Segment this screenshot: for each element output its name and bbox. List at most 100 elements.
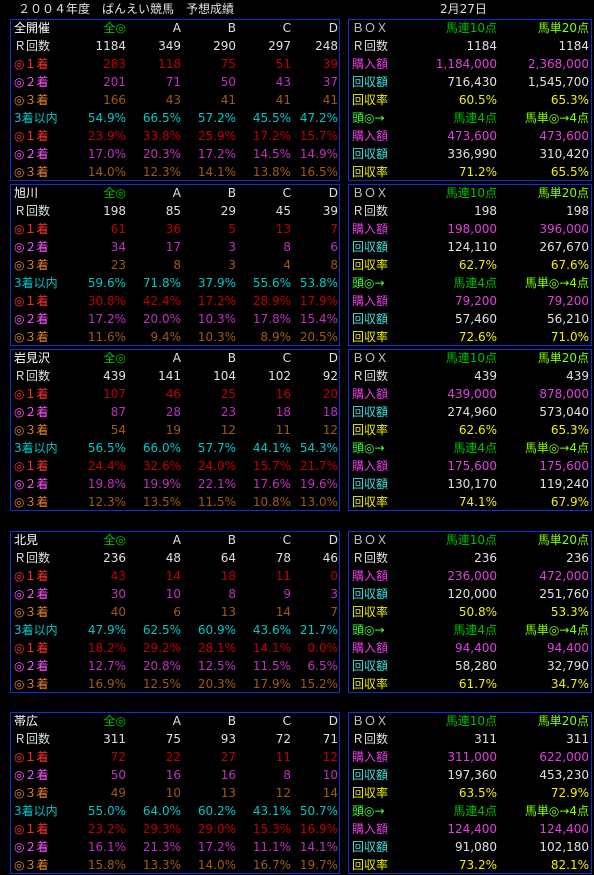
- cell: 7: [330, 605, 338, 619]
- table-row: ◎２着 87 28 23 18 18: [11, 403, 339, 421]
- table-row: 回収率 74.1% 67.9%: [349, 493, 591, 511]
- cell: 72: [110, 750, 126, 764]
- cell: 馬連10点: [445, 351, 497, 365]
- row-label: ＢＯＸ: [352, 186, 389, 200]
- cell: A: [172, 186, 181, 200]
- row-label: 回収率: [352, 677, 389, 691]
- cell: D: [328, 186, 338, 200]
- cell: 622,000: [539, 750, 589, 764]
- cell: 311: [474, 732, 497, 746]
- cell: 全◎: [103, 714, 126, 728]
- cell: 30.8%: [87, 294, 126, 308]
- table-row: ◎２着 12.7% 20.8% 12.5% 11.5% 6.5%: [11, 657, 339, 675]
- cell: 472,000: [539, 569, 589, 583]
- row-label: ◎２着: [14, 240, 49, 254]
- row-label: Ｒ回数: [352, 732, 389, 746]
- cell: 8: [228, 587, 236, 601]
- table-row: 回収額 336,990 310,420: [349, 145, 591, 163]
- table-row: ◎３着 40 6 13 14 7: [11, 603, 339, 621]
- row-label: ◎１着: [14, 129, 49, 143]
- row-label: Ｒ回数: [14, 732, 51, 746]
- row-label: 購入額: [352, 294, 389, 308]
- cell: 50.8%: [458, 605, 497, 619]
- cell: 93: [220, 732, 236, 746]
- cell: 48: [165, 551, 181, 565]
- cell: D: [328, 351, 338, 365]
- row-label: ◎３着: [14, 165, 49, 179]
- row-label: ＢＯＸ: [352, 533, 389, 547]
- cell: 13: [275, 222, 291, 236]
- cell: 57.2%: [197, 111, 236, 125]
- cell: 16.1%: [87, 840, 126, 854]
- table-row: ◎３着 12.3% 13.5% 11.5% 10.8% 13.0%: [11, 493, 339, 511]
- cell: 23: [110, 258, 126, 272]
- cell: 67.6%: [550, 258, 589, 272]
- row-label: Ｒ回数: [352, 39, 389, 53]
- table-row: ◎２着 50 16 16 8 10: [11, 766, 339, 784]
- cell: D: [328, 21, 338, 35]
- row-label: ◎３着: [14, 93, 49, 107]
- cell: 17.2%: [197, 294, 236, 308]
- row-label: ◎１着: [14, 750, 49, 764]
- row-label: Ｒ回数: [14, 551, 51, 565]
- row-label: 回収額: [352, 587, 389, 601]
- row-label: Ｒ回数: [14, 39, 51, 53]
- table-row: Ｒ回数 439 141 104 102 92: [11, 367, 339, 385]
- cell: 0.0%: [307, 641, 339, 655]
- cell: 54.3%: [299, 441, 338, 455]
- row-label: 回収率: [352, 495, 389, 509]
- cell: 201: [103, 75, 126, 89]
- row-label: 回収率: [352, 93, 389, 107]
- table-row: ◎１着 61 36 5 13 7: [11, 220, 339, 238]
- cell: 6: [330, 240, 338, 254]
- cell: 14: [322, 786, 338, 800]
- table-row: Ｒ回数 311 311: [349, 730, 591, 748]
- cell: 71.0%: [550, 330, 589, 344]
- table-row: 購入額 439,000 878,000: [349, 385, 591, 403]
- cell: 17.2%: [252, 129, 291, 143]
- cell: 14.1%: [299, 840, 338, 854]
- cell: 馬連4点: [453, 623, 497, 637]
- left-table: 全開催 全◎ A B C D Ｒ回数 1184 349 290 297 248 ◎１着 283 118 75 5…: [10, 19, 340, 181]
- table-row: 購入額 1,184,000 2,368,000: [349, 55, 591, 73]
- table-row: ◎２着 16.1% 21.3% 17.2% 11.1% 14.1%: [11, 838, 339, 856]
- cell: 56.5%: [87, 441, 126, 455]
- table-row: 全開催 全◎ A B C D: [11, 19, 339, 37]
- cell: 12.5%: [197, 659, 236, 673]
- cell: 61.7%: [458, 677, 497, 691]
- table-row: ◎１着 283 118 75 51 39: [11, 55, 339, 73]
- cell: 17.2%: [197, 147, 236, 161]
- row-label: ◎２着: [14, 405, 49, 419]
- row-label: 購入額: [352, 387, 389, 401]
- cell: 23.2%: [87, 822, 126, 836]
- cell: 74.1%: [458, 495, 497, 509]
- right-table: ＢＯＸ 馬連10点 馬単20点 Ｒ回数 236 236 購入額 236,000 472,000 回…: [348, 531, 592, 693]
- cell: 349: [158, 39, 181, 53]
- cell: 17.8%: [252, 312, 291, 326]
- table-row: 購入額 124,400 124,400: [349, 820, 591, 838]
- cell: 75: [220, 57, 236, 71]
- row-label: 頭◎→: [352, 441, 385, 455]
- cell: 18: [275, 405, 291, 419]
- table-row: ＢＯＸ 馬連10点 馬単20点: [349, 184, 591, 202]
- cell: 396,000: [539, 222, 589, 236]
- right-table: ＢＯＸ 馬連10点 馬単20点 Ｒ回数 439 439 購入額 439,000 878,000 回…: [348, 349, 592, 511]
- row-label: 3着以内: [14, 441, 58, 455]
- table-row: Ｒ回数 198 198: [349, 202, 591, 220]
- cell: 124,110: [447, 240, 497, 254]
- row-label: ◎１着: [14, 459, 49, 473]
- cell: 20: [322, 387, 338, 401]
- cell: 馬連10点: [445, 21, 497, 35]
- cell: 19: [165, 423, 181, 437]
- cell: 17: [165, 240, 181, 254]
- cell: 14.0%: [87, 165, 126, 179]
- cell: 65.5%: [550, 165, 589, 179]
- left-table: 岩見沢 全◎ A B C D Ｒ回数 439 141 104 102 92 ◎１着 107 46 25 16 20…: [10, 349, 340, 511]
- cell: 23.9%: [87, 129, 126, 143]
- cell: 37: [322, 75, 338, 89]
- row-label: 回収率: [352, 258, 389, 272]
- cell: 102: [268, 369, 291, 383]
- row-label: ◎３着: [14, 605, 49, 619]
- cell: 473,600: [447, 129, 497, 143]
- cell: 11: [275, 569, 291, 583]
